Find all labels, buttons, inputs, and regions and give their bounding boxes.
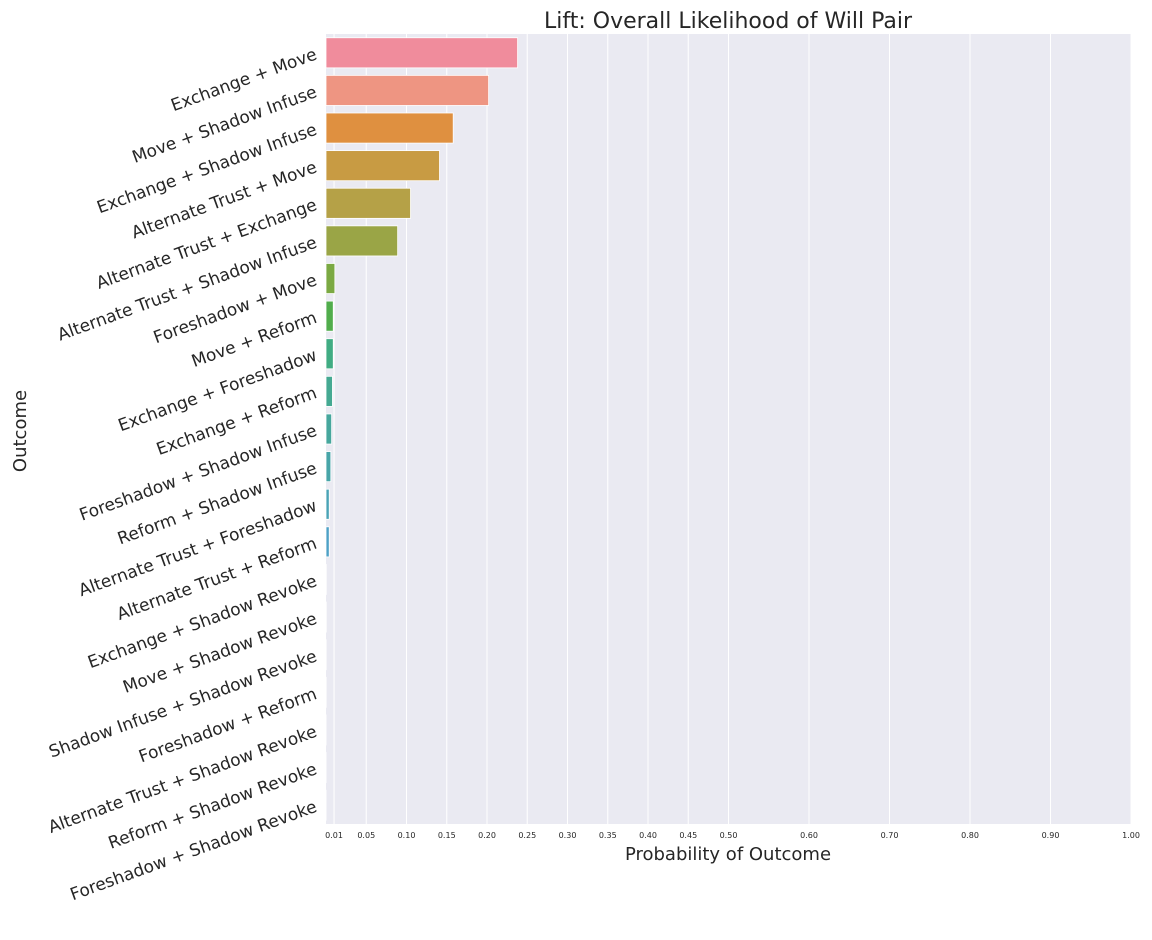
x-tick-label: 0.25	[518, 831, 536, 840]
bar	[326, 188, 411, 218]
bar	[326, 263, 335, 293]
bar	[326, 527, 329, 557]
x-tick-label: 0.30	[559, 831, 577, 840]
bar	[326, 75, 489, 105]
chart-title: Lift: Overall Likelihood of Will Pair	[544, 9, 913, 34]
bar	[326, 226, 398, 256]
x-tick-label: 0.90	[1042, 831, 1060, 840]
x-tick-label: 0.10	[398, 831, 416, 840]
x-tick-label: 0.01	[325, 831, 343, 840]
x-tick-label: 0.40	[639, 831, 657, 840]
x-tick-label: 0.50	[720, 831, 738, 840]
x-tick-label: 1.00	[1122, 831, 1140, 840]
bar	[326, 376, 332, 406]
bar	[326, 452, 331, 482]
x-tick-label: 0.80	[961, 831, 979, 840]
bar	[326, 113, 453, 143]
x-tick-label: 0.15	[438, 831, 456, 840]
bar	[326, 38, 518, 68]
x-tick-label: 0.35	[599, 831, 617, 840]
bar	[326, 151, 440, 181]
x-tick-labels: 0.01 0.05 0.10 0.15 0.20 0.25 0.30 0.35 0.40 0.45…	[325, 831, 1140, 840]
x-tick-label: 0.45	[679, 831, 697, 840]
bar	[326, 301, 333, 331]
x-tick-label: 0.20	[478, 831, 496, 840]
x-tick-label: 0.70	[881, 831, 899, 840]
bar	[326, 489, 329, 519]
x-tick-label: 0.60	[800, 831, 818, 840]
x-axis-label: Probability of Outcome	[625, 844, 831, 865]
bar	[326, 414, 332, 444]
x-tick-label: 0.05	[357, 831, 375, 840]
bar	[326, 339, 333, 369]
y-axis-label: Outcome	[10, 390, 31, 472]
